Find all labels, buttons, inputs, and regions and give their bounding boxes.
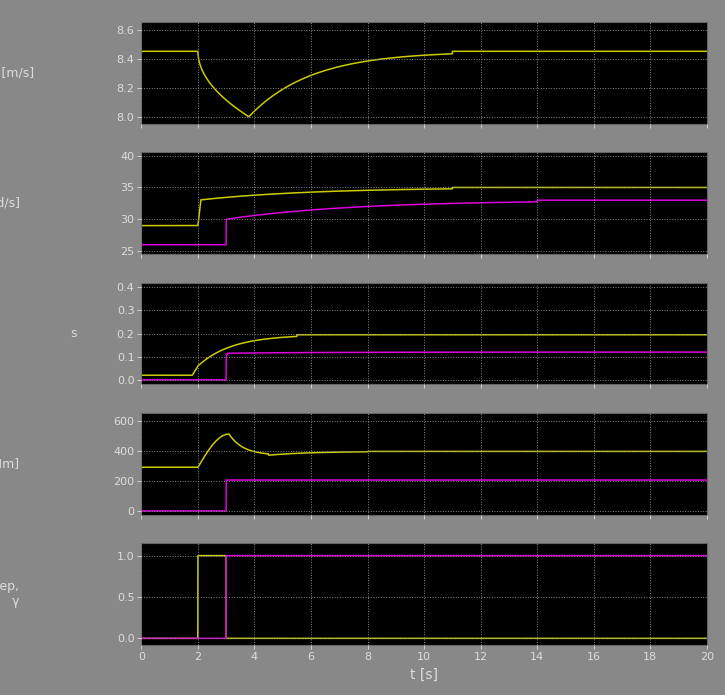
X-axis label: t [s]: t [s]	[410, 667, 438, 682]
Y-axis label: v [m/s]: v [m/s]	[0, 67, 34, 80]
Y-axis label: s: s	[70, 327, 76, 340]
Y-axis label: ω [rad/s]: ω [rad/s]	[0, 197, 20, 210]
Y-axis label: step,
γ: step, γ	[0, 580, 20, 608]
Y-axis label: Mₙ[Nm]: Mₙ[Nm]	[0, 457, 20, 471]
